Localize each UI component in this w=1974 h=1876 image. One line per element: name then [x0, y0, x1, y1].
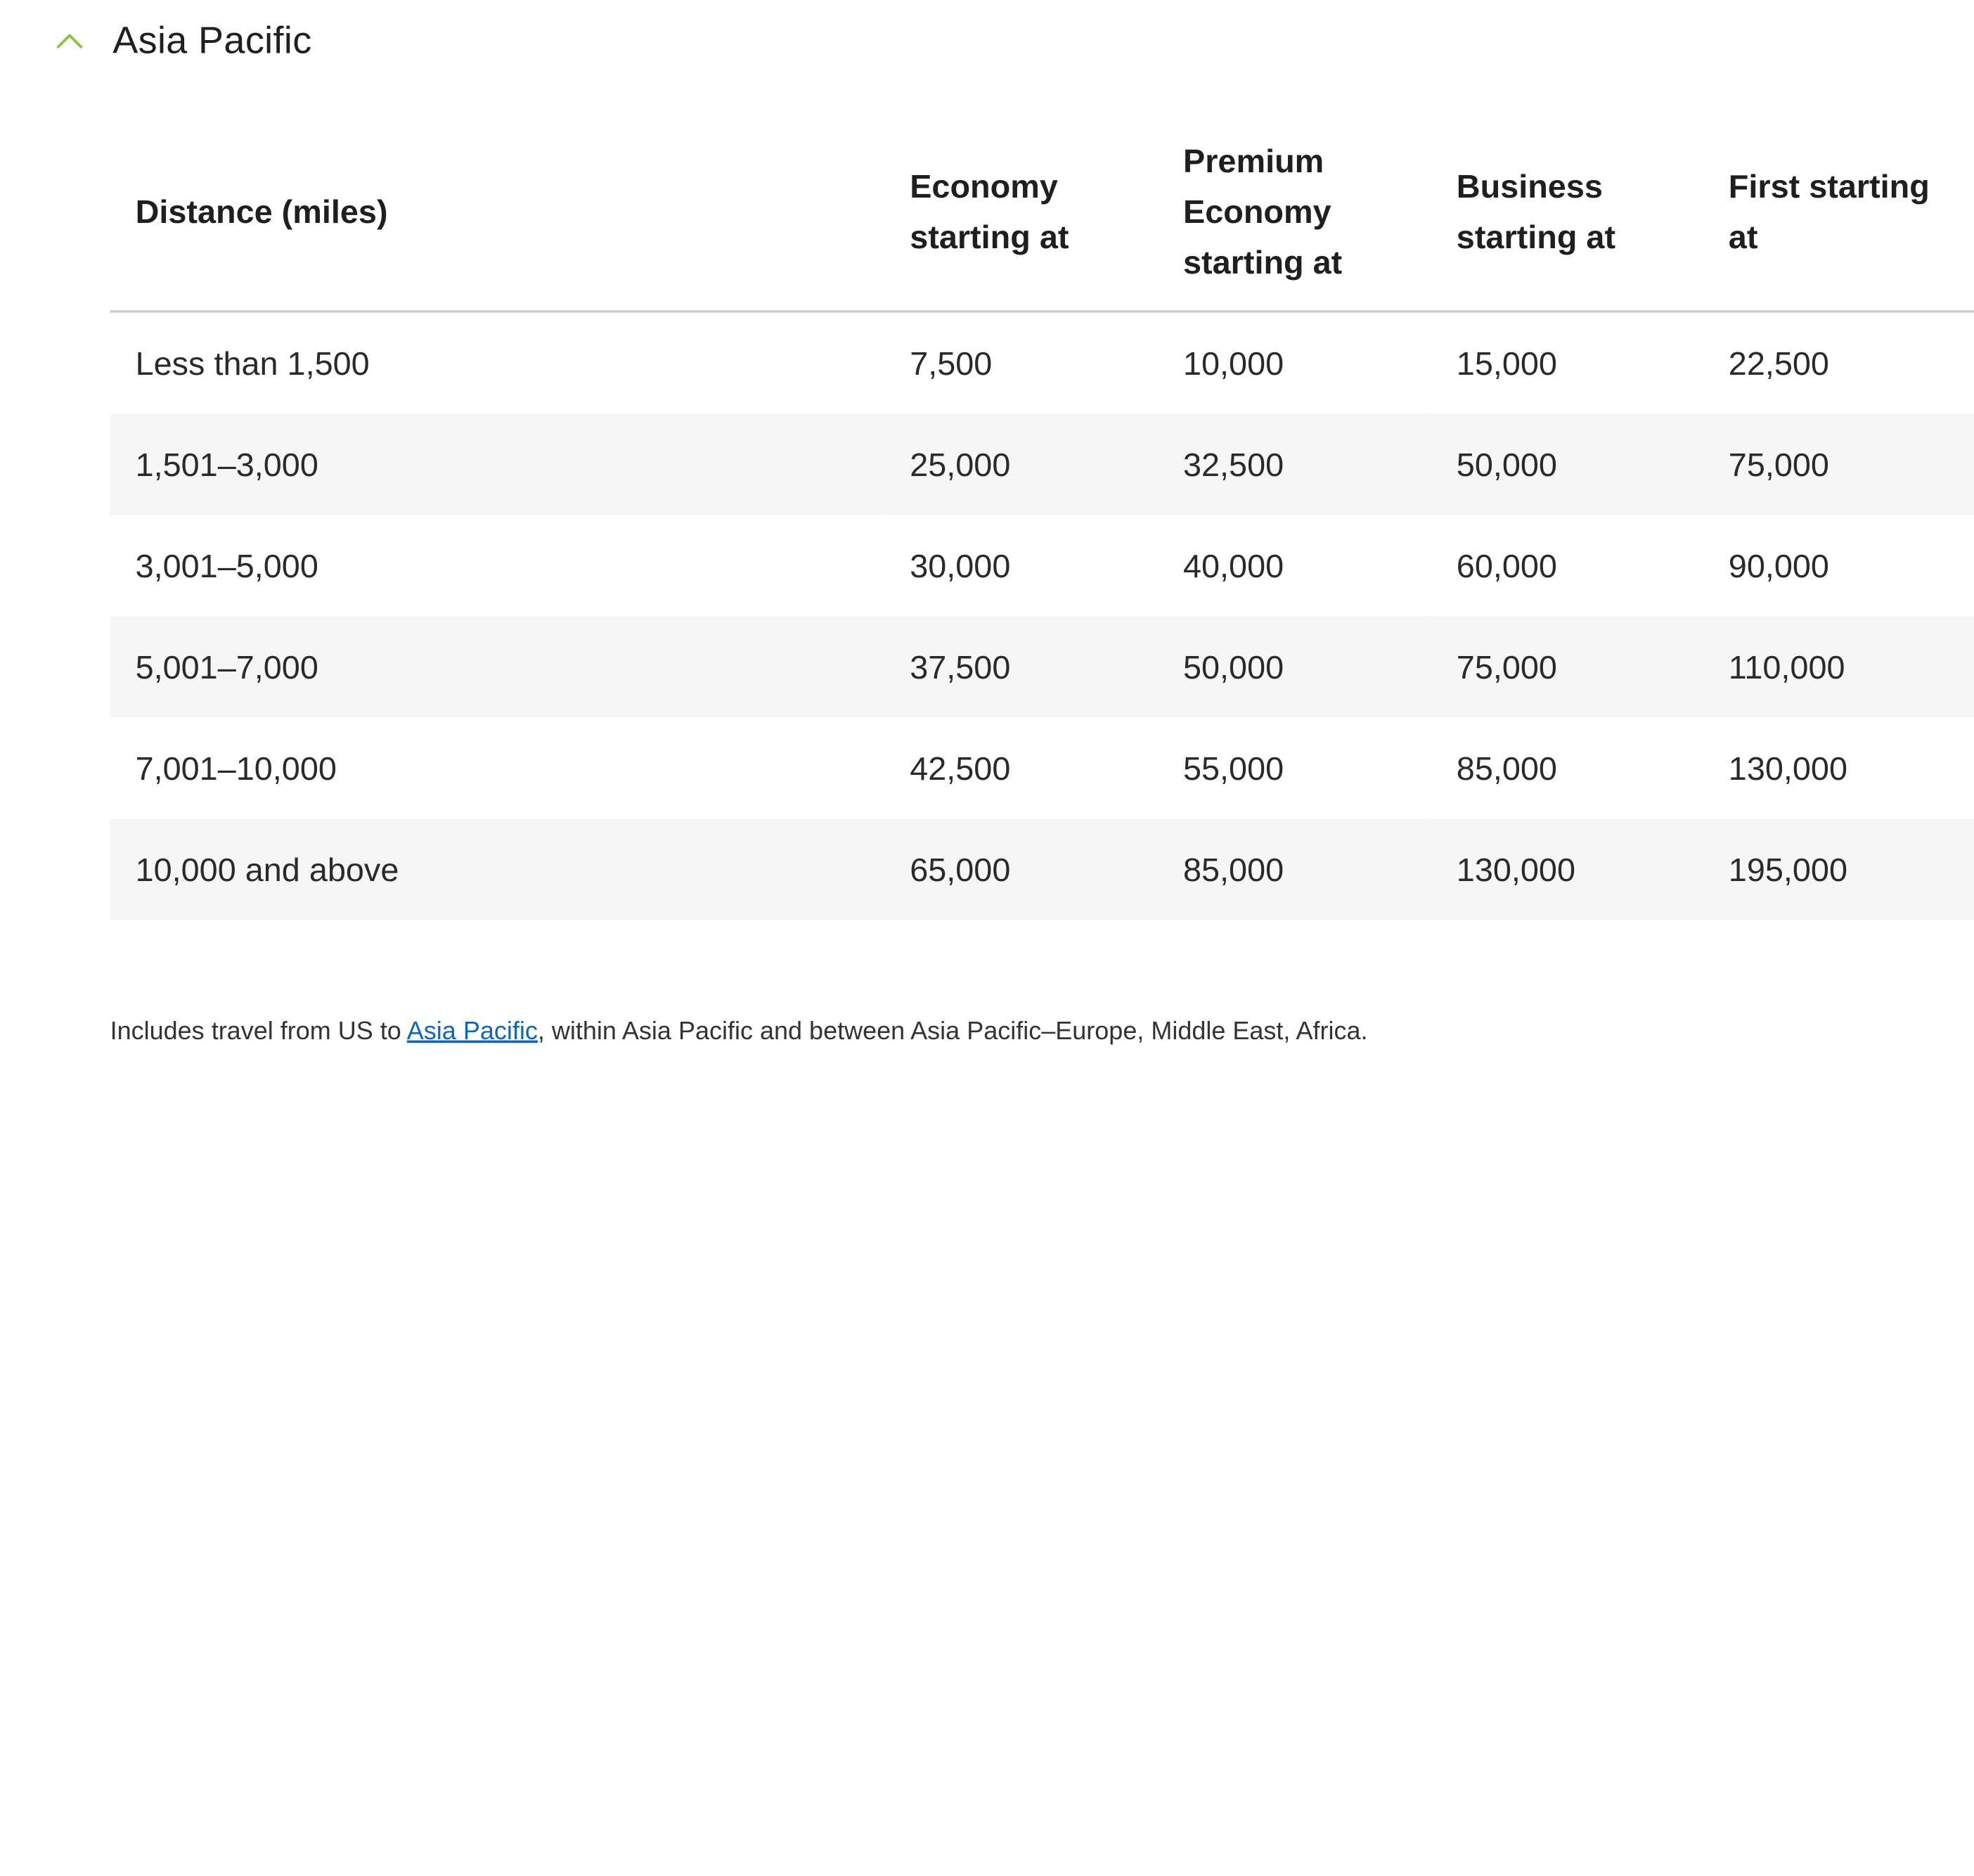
economy-cell: 37,500: [884, 616, 1158, 718]
economy-cell: 25,000: [884, 413, 1158, 515]
premium-economy-cell: 32,500: [1158, 413, 1431, 515]
business-cell: 15,000: [1456, 343, 1557, 382]
distance-cell: Less than 1,500: [135, 343, 370, 382]
distance-cell: 10,000 and above: [110, 818, 885, 920]
column-header-business: Business starting at: [1431, 111, 1703, 313]
distance-cell: 1,501–3,000: [110, 413, 885, 515]
economy-cell: 30,000: [910, 546, 1011, 584]
business-cell: 85,000: [1456, 748, 1557, 787]
table-row: 10,000 and above 65,000 85,000 130,000 1…: [110, 818, 1974, 920]
first-cell: 130,000: [1728, 748, 1847, 787]
premium-economy-cell: 55,000: [1183, 748, 1284, 787]
footnote-prefix: Includes travel from US to: [110, 1017, 407, 1046]
award-chart-table: Distance (miles) Economy starting at Pre…: [110, 111, 1974, 920]
business-cell: 50,000: [1431, 413, 1703, 515]
table-row: Less than 1,500 7,500 10,000 15,000 22,5…: [110, 311, 1974, 414]
column-header-economy: Economy starting at: [884, 111, 1158, 313]
table-row: 5,001–7,000 37,500 50,000 75,000 110,000: [110, 616, 1974, 718]
table-row: 7,001–10,000 42,500 55,000 85,000 130,00…: [110, 718, 1974, 819]
accordion-header-asia-pacific[interactable]: Asia Pacific: [0, 0, 1974, 84]
chevron-up-icon[interactable]: [54, 28, 84, 53]
section-title: Asia Pacific: [112, 20, 312, 63]
premium-economy-cell: 10,000: [1183, 343, 1284, 382]
region-footnote: Includes travel from US to Asia Pacific,…: [110, 1014, 1368, 1049]
asia-pacific-link[interactable]: Asia Pacific: [406, 1017, 538, 1046]
table-row: 3,001–5,000 30,000 40,000 60,000 90,000: [110, 515, 1974, 617]
footnote-suffix: , within Asia Pacific and between Asia P…: [537, 1017, 1368, 1046]
distance-cell: 7,001–10,000: [135, 748, 337, 787]
first-cell: 90,000: [1728, 546, 1829, 584]
award-chart-table-container: Distance (miles) Economy starting at Pre…: [110, 111, 1974, 920]
economy-cell: 65,000: [884, 818, 1158, 920]
column-header-distance: Distance (miles): [110, 111, 885, 313]
premium-economy-cell: 85,000: [1158, 818, 1431, 920]
first-cell: 75,000: [1703, 413, 1974, 515]
table-header-row: Distance (miles) Economy starting at Pre…: [110, 111, 1974, 313]
first-cell: 22,500: [1728, 343, 1829, 382]
column-header-premium-economy: Premium Economy starting at: [1158, 111, 1431, 313]
distance-cell: 3,001–5,000: [135, 546, 318, 584]
first-cell: 110,000: [1703, 616, 1974, 718]
business-cell: 130,000: [1431, 818, 1703, 920]
economy-cell: 7,500: [910, 343, 993, 382]
column-header-first: First starting at: [1703, 111, 1974, 313]
business-cell: 75,000: [1431, 616, 1703, 718]
first-cell: 195,000: [1703, 818, 1974, 920]
table-row: 1,501–3,000 25,000 32,500 50,000 75,000: [110, 413, 1974, 515]
premium-economy-cell: 50,000: [1158, 616, 1431, 718]
business-cell: 60,000: [1456, 546, 1557, 584]
premium-economy-cell: 40,000: [1183, 546, 1284, 584]
economy-cell: 42,500: [910, 748, 1011, 787]
distance-cell: 5,001–7,000: [110, 616, 885, 718]
